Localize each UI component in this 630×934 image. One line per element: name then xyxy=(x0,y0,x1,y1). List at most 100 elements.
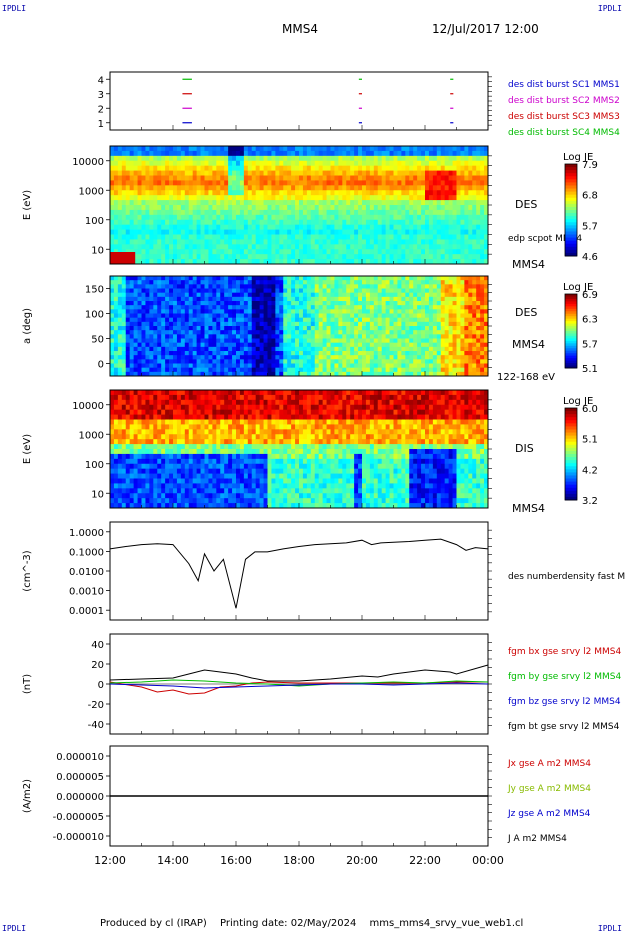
des-pitch-cell xyxy=(161,313,166,319)
des-energy-cell xyxy=(291,249,296,255)
des-energy-cell xyxy=(484,180,489,186)
des-pitch-cell xyxy=(334,371,339,377)
des-energy-cell xyxy=(287,209,292,216)
des-energy-cell xyxy=(220,170,225,176)
des-pitch-cell xyxy=(468,305,473,310)
des-energy-cell xyxy=(484,234,489,240)
des-pitch-cell xyxy=(251,296,257,302)
des-energy-cell xyxy=(141,205,146,211)
des-energy-cell xyxy=(381,234,387,240)
des-pitch-cell xyxy=(299,317,304,323)
des-pitch-cell xyxy=(169,346,174,352)
des-energy-cell xyxy=(409,160,414,167)
dis-energy-cell xyxy=(117,488,123,494)
des-pitch-colorbar-cell xyxy=(565,296,577,300)
des-energy-cell xyxy=(314,229,320,235)
des-pitch-cell xyxy=(165,321,170,327)
des-energy-cell xyxy=(196,234,201,240)
des-energy-cell xyxy=(149,205,154,211)
des-energy-cell xyxy=(417,205,422,211)
des-pitch-cell xyxy=(141,342,146,348)
des-energy-cell xyxy=(291,219,296,226)
des-energy-cell xyxy=(472,200,477,206)
des-energy-cell xyxy=(444,249,450,255)
des-energy-cell xyxy=(267,209,272,216)
des-energy-cell xyxy=(141,200,146,206)
des-pitch-cell xyxy=(373,371,379,377)
des-energy-cell xyxy=(129,209,135,216)
des-pitch-cell xyxy=(452,321,457,327)
des-energy-cell xyxy=(216,185,221,191)
des-energy-cell xyxy=(413,195,418,201)
des-pitch-cell xyxy=(358,296,363,302)
des-energy-cell xyxy=(342,239,347,245)
des-energy-cell xyxy=(279,239,284,245)
des-pitch-cell xyxy=(251,355,257,360)
des-energy-cell xyxy=(417,170,422,176)
des-energy-cell xyxy=(365,175,371,181)
dis-energy-cell xyxy=(133,414,138,420)
des-energy-cell xyxy=(480,160,485,167)
des-pitch-cell xyxy=(212,338,217,344)
des-pitch-cell xyxy=(232,334,237,339)
des-pitch-cell xyxy=(121,326,127,331)
des-energy-cell xyxy=(224,254,229,260)
des-pitch-cell xyxy=(421,292,426,298)
des-energy-cell xyxy=(354,180,359,186)
des-energy-cell xyxy=(342,259,347,265)
datetime-title: 12/Jul/2017 12:00 xyxy=(432,22,539,36)
des-pitch-cell xyxy=(243,276,249,281)
des-pitch-cell xyxy=(440,334,446,339)
dis-energy-cell xyxy=(117,468,123,474)
des-energy-cell xyxy=(275,229,280,235)
des-pitch-colorbar-cell xyxy=(565,308,577,312)
des-pitch-cell xyxy=(149,321,154,327)
des-pitch-cell xyxy=(157,317,162,323)
des-energy-cell xyxy=(322,165,327,171)
des-energy-cell xyxy=(291,244,296,250)
des-energy-cell xyxy=(161,190,166,196)
des-pitch-cell xyxy=(444,334,450,339)
des-pitch-cell xyxy=(342,305,347,310)
des-energy-cell xyxy=(369,224,375,230)
des-pitch-cell xyxy=(318,313,324,319)
des-energy-cell xyxy=(365,244,371,250)
des-energy-cell xyxy=(255,150,261,157)
des-energy-cell xyxy=(287,160,292,167)
des-energy-cell xyxy=(180,219,186,226)
des-pitch-cell xyxy=(436,351,442,356)
des-energy-cell xyxy=(169,209,174,216)
des-energy-cell xyxy=(436,170,442,176)
des-pitch-cell xyxy=(279,284,284,289)
des-pitch-cell xyxy=(413,359,418,364)
des-energy-cell xyxy=(342,205,347,211)
des-pitch-cell xyxy=(464,292,469,298)
des-energy-cell xyxy=(338,195,343,201)
des-pitch-cell xyxy=(279,280,284,285)
des-pitch-cell xyxy=(318,342,324,348)
des-pitch-cell xyxy=(342,313,347,319)
des-pitch-cell xyxy=(287,280,292,285)
des-energy-cell xyxy=(302,249,308,255)
des-pitch-cell xyxy=(121,367,127,373)
des-pitch-cell xyxy=(306,276,312,281)
des-energy-cell xyxy=(165,209,170,216)
des-energy-cell xyxy=(401,224,406,230)
des-energy-cell xyxy=(456,160,461,167)
des-pitch-cell xyxy=(247,334,253,339)
des-pitch-cell xyxy=(180,301,186,306)
des-pitch-cell xyxy=(397,355,402,360)
des-energy-cell xyxy=(421,190,426,196)
des-energy-cell xyxy=(472,160,477,167)
des-pitch-cell xyxy=(354,284,359,289)
des-energy-cell xyxy=(369,209,375,216)
des-pitch-cell xyxy=(377,276,383,281)
dis-energy-cell xyxy=(113,444,119,450)
des-pitch-cell xyxy=(279,288,284,294)
des-energy-cell xyxy=(334,190,339,196)
des-energy-cell xyxy=(334,175,339,181)
des-energy-cell xyxy=(196,155,201,162)
des-energy-cell xyxy=(247,249,253,255)
des-energy-cell xyxy=(480,224,485,230)
des-pitch-cell xyxy=(251,367,257,373)
